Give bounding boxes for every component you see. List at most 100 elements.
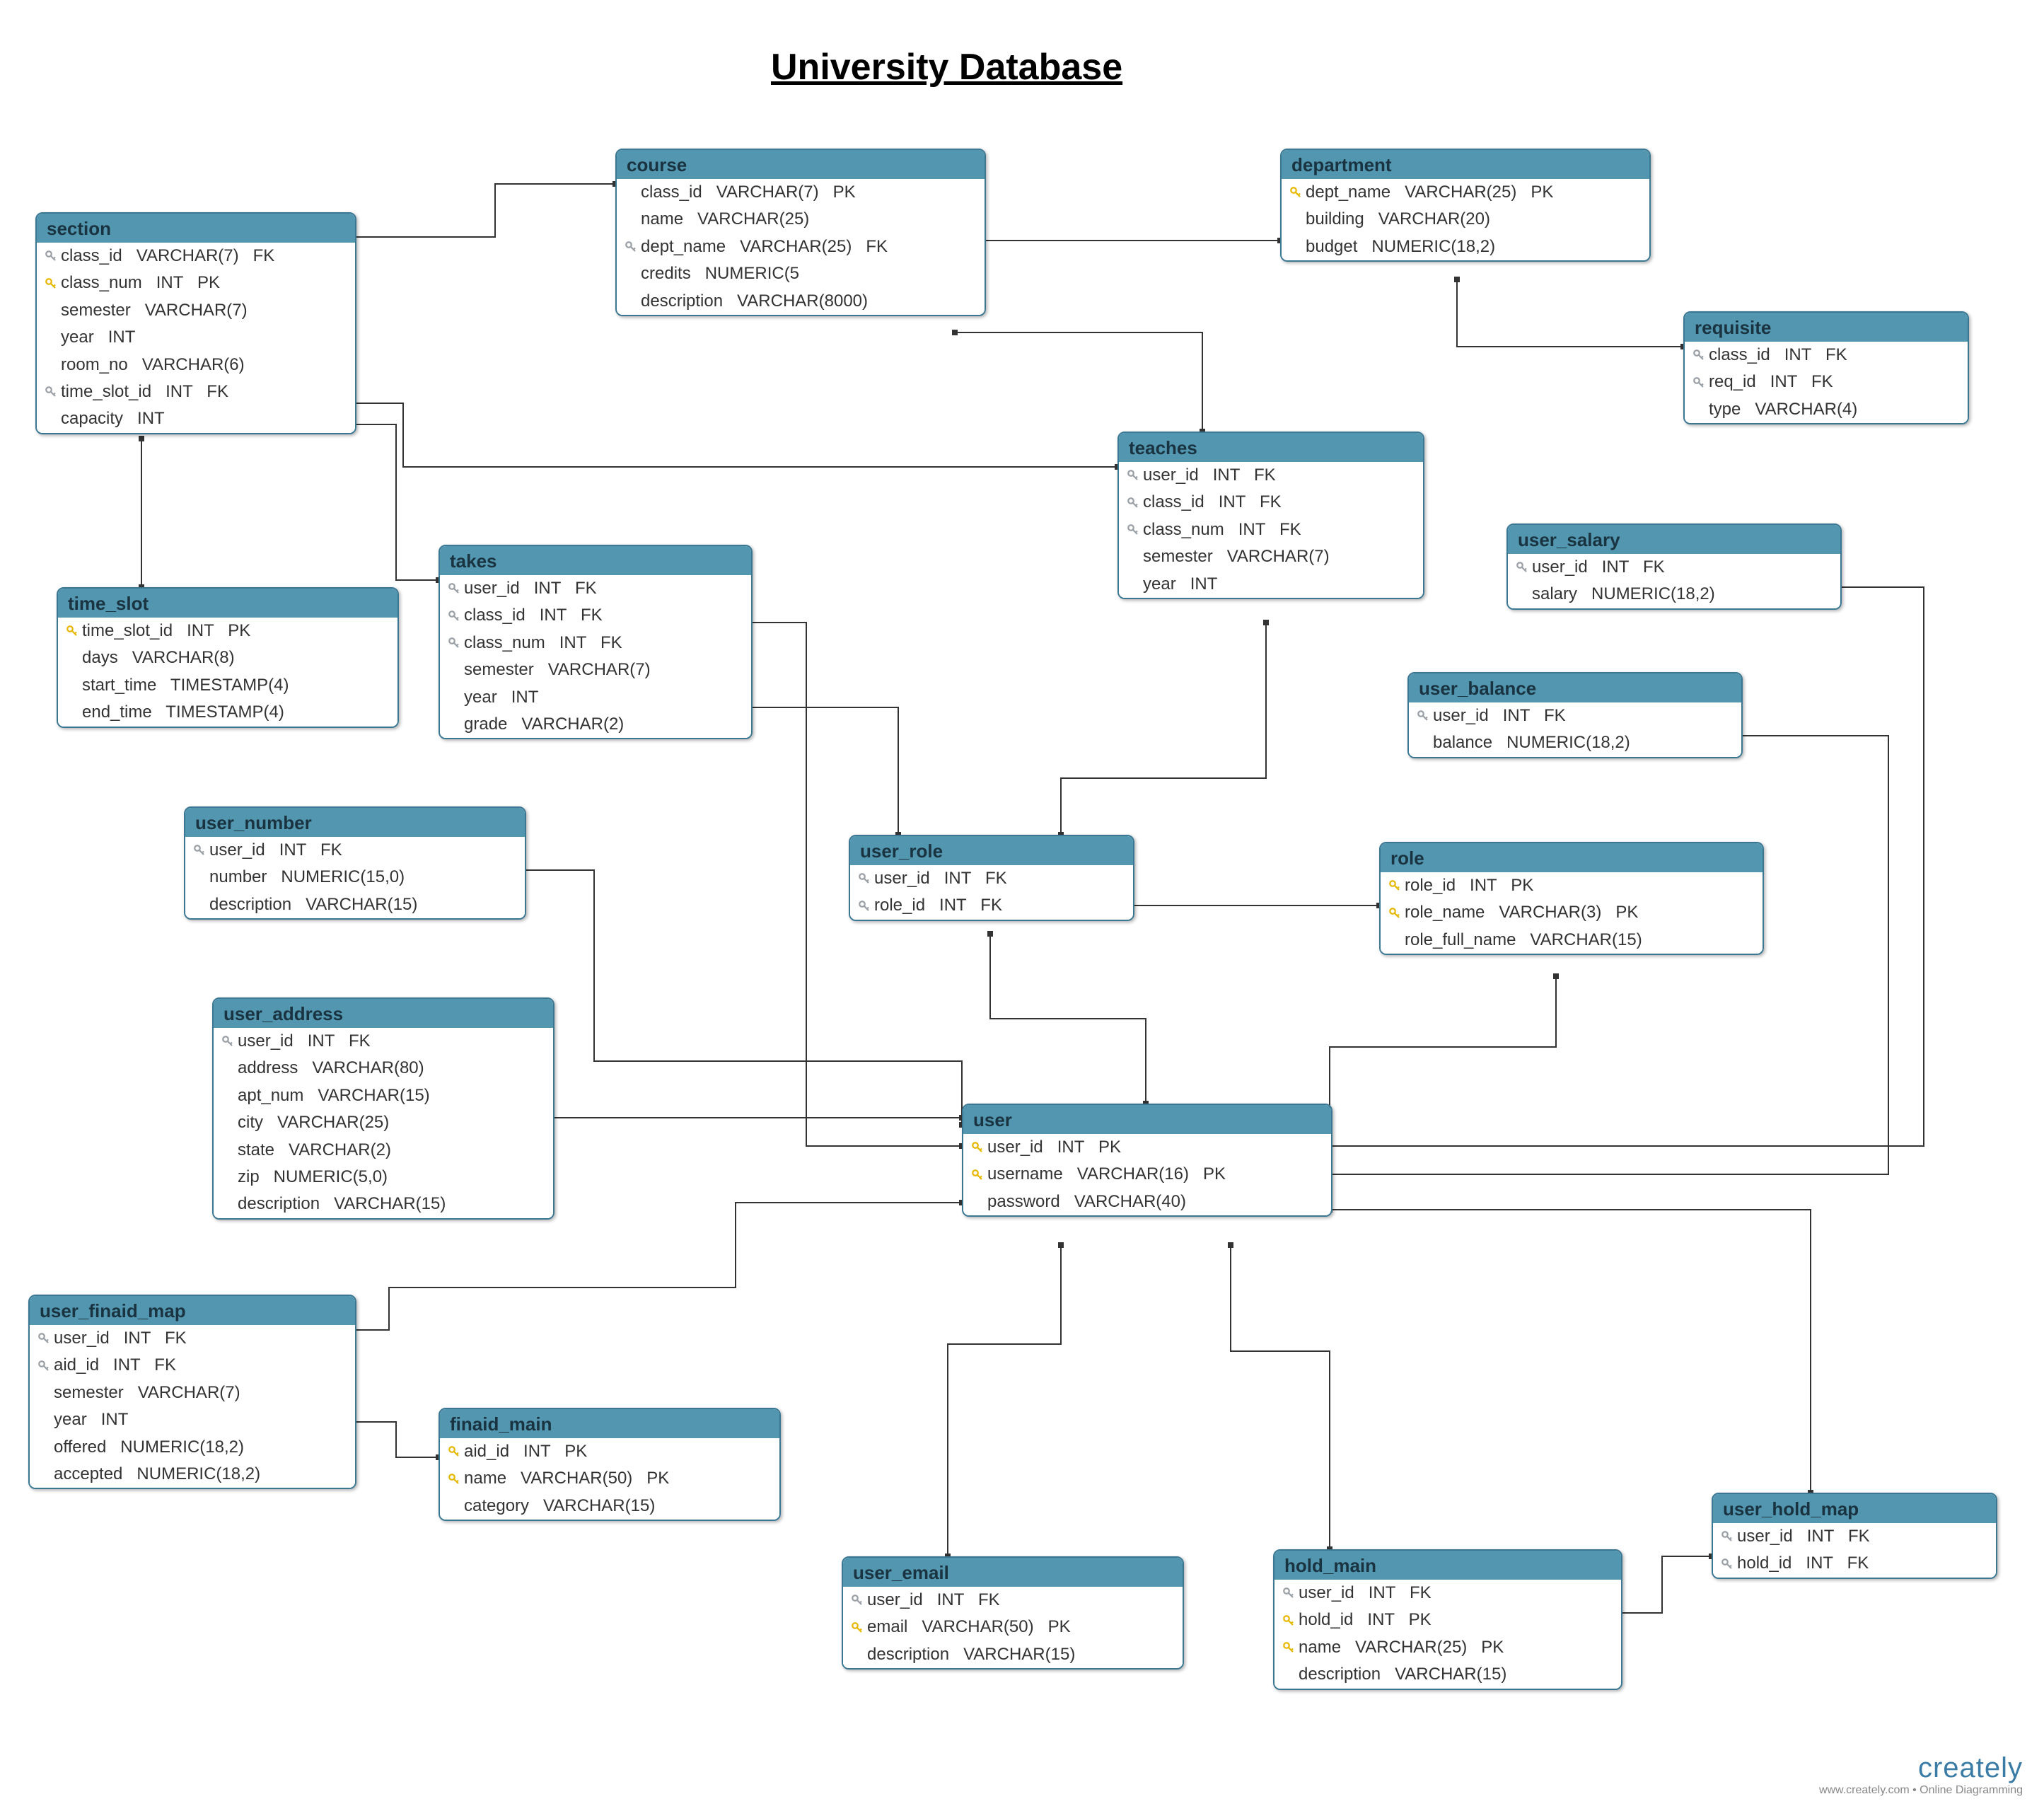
field-row: user_id INT FK <box>185 837 525 864</box>
field-row: class_id VARCHAR(7) FK <box>37 243 355 270</box>
field-text: semester VARCHAR(7) <box>464 659 651 681</box>
field-row: semester VARCHAR(7) <box>1119 543 1423 570</box>
field-text: user_id INT FK <box>1143 464 1276 487</box>
field-row: user_id INT FK <box>1409 702 1741 729</box>
field-text: number NUMERIC(15,0) <box>209 866 405 889</box>
entity-user_finaid_map: user_finaid_map user_id INT FK aid_id IN… <box>28 1295 356 1489</box>
watermark-brand: creately <box>1819 1752 2023 1784</box>
field-text: salary NUMERIC(18,2) <box>1532 583 1715 606</box>
edge-terminator <box>1454 277 1460 282</box>
field-row: req_id INT FK <box>1685 369 1968 395</box>
field-text: apt_num VARCHAR(15) <box>238 1084 430 1107</box>
entity-role: role role_id INT PK role_name VARCHAR(3)… <box>1379 842 1764 955</box>
field-row: class_num INT FK <box>1119 516 1423 543</box>
field-row: state VARCHAR(2) <box>214 1137 553 1164</box>
field-row: building VARCHAR(20) <box>1282 206 1649 233</box>
entity-header: time_slot <box>58 589 397 618</box>
fk-key-icon <box>1123 469 1143 482</box>
entity-hold_main: hold_main user_id INT FK hold_id INT PK … <box>1273 1549 1622 1690</box>
entity-header: takes <box>440 546 751 575</box>
field-row: number NUMERIC(15,0) <box>185 864 525 891</box>
field-row: class_id INT FK <box>1119 489 1423 516</box>
field-row: class_id INT FK <box>1685 342 1968 369</box>
entity-user: user user_id INT PK username VARCHAR(16)… <box>962 1104 1332 1217</box>
field-text: role_full_name VARCHAR(15) <box>1405 929 1642 951</box>
field-row: user_id INT FK <box>30 1325 355 1352</box>
fk-key-icon <box>1123 497 1143 509</box>
field-text: category VARCHAR(15) <box>464 1495 655 1517</box>
field-row: dept_name VARCHAR(25) PK <box>1282 179 1649 206</box>
edge-section-teaches <box>354 403 1117 467</box>
field-text: room_no VARCHAR(6) <box>61 354 245 376</box>
field-text: hold_id INT PK <box>1299 1609 1432 1631</box>
entity-user_role: user_role user_id INT FK role_id INT FK <box>849 835 1134 921</box>
field-row: capacity INT <box>37 405 355 432</box>
edge-user-user_email <box>948 1245 1061 1556</box>
entity-user_salary: user_salary user_id INT FKsalary NUMERIC… <box>1506 523 1842 610</box>
entity-finaid_main: finaid_main aid_id INT PK name VARCHAR(5… <box>439 1408 781 1521</box>
pk-key-icon <box>444 1473 464 1486</box>
field-row: days VARCHAR(8) <box>58 644 397 671</box>
field-text: class_num INT FK <box>1143 519 1301 541</box>
field-text: city VARCHAR(25) <box>238 1111 389 1134</box>
field-text: year INT <box>61 326 135 349</box>
field-text: capacity INT <box>61 407 165 430</box>
edge-user-user_finaid_map <box>354 1203 962 1330</box>
edge-hold_main-user_hold_map <box>1620 1556 1712 1613</box>
edge-takes-user_role <box>750 707 898 835</box>
entity-takes: takes user_id INT FK class_id INT FK cla… <box>439 545 753 739</box>
entity-header: course <box>617 150 985 179</box>
field-row: user_id INT FK <box>1713 1523 1996 1550</box>
field-row: budget NUMERIC(18,2) <box>1282 233 1649 260</box>
edge-terminator <box>139 436 144 441</box>
field-row: start_time TIMESTAMP(4) <box>58 672 397 699</box>
field-row: user_id INT FK <box>843 1587 1183 1614</box>
field-text: user_id INT FK <box>874 867 1007 890</box>
fk-key-icon <box>621 241 641 253</box>
field-row: semester VARCHAR(7) <box>37 297 355 324</box>
field-row: semester VARCHAR(7) <box>30 1379 355 1406</box>
field-text: class_id VARCHAR(7) FK <box>61 245 274 267</box>
field-text: user_id INT PK <box>987 1136 1121 1159</box>
pk-key-icon <box>41 277 61 290</box>
edge-department-requisite <box>1457 279 1683 347</box>
entity-user_email: user_email user_id INT FK email VARCHAR(… <box>842 1556 1184 1670</box>
field-text: user_id INT FK <box>54 1327 187 1350</box>
edge-teaches-user_role <box>1061 623 1266 835</box>
entity-header: department <box>1282 150 1649 179</box>
field-row: year INT <box>440 684 751 711</box>
entity-user_number: user_number user_id INT FKnumber NUMERIC… <box>184 806 526 920</box>
field-text: req_id INT FK <box>1709 371 1833 393</box>
field-text: class_id INT FK <box>1143 491 1282 514</box>
field-row: user_id INT FK <box>214 1028 553 1055</box>
field-text: zip NUMERIC(5,0) <box>238 1166 388 1188</box>
fk-key-icon <box>1279 1587 1299 1599</box>
edge-user-user_hold_map <box>1330 1210 1811 1493</box>
entity-department: department dept_name VARCHAR(25) PKbuild… <box>1280 149 1651 262</box>
field-text: aid_id INT PK <box>464 1440 587 1463</box>
entity-teaches: teaches user_id INT FK class_id INT FK c… <box>1117 432 1424 599</box>
pk-key-icon <box>1279 1614 1299 1627</box>
field-row: password VARCHAR(40) <box>963 1188 1331 1215</box>
fk-key-icon <box>1689 376 1709 389</box>
edge-terminator <box>987 931 993 937</box>
watermark-sub: www.creately.com • Online Diagramming <box>1819 1784 2023 1797</box>
field-row: name VARCHAR(25) <box>617 206 985 233</box>
field-row: description VARCHAR(8000) <box>617 288 985 315</box>
entity-header: hold_main <box>1274 1551 1621 1580</box>
field-row: dept_name VARCHAR(25) FK <box>617 233 985 260</box>
fk-key-icon <box>1512 561 1532 574</box>
entity-user_hold_map: user_hold_map user_id INT FK hold_id INT… <box>1712 1493 1997 1579</box>
field-row: year INT <box>30 1406 355 1433</box>
field-text: user_id INT FK <box>1433 705 1566 727</box>
field-text: start_time TIMESTAMP(4) <box>82 674 289 697</box>
edge-terminator <box>1228 1242 1233 1248</box>
field-text: days VARCHAR(8) <box>82 647 235 669</box>
edge-terminator <box>952 330 958 335</box>
entity-header: user_email <box>843 1558 1183 1587</box>
entity-header: user_salary <box>1508 525 1840 554</box>
field-row: username VARCHAR(16) PK <box>963 1161 1331 1188</box>
field-text: description VARCHAR(15) <box>867 1643 1075 1666</box>
edge-terminator <box>1553 973 1559 979</box>
edge-user-hold_main <box>1231 1245 1330 1549</box>
